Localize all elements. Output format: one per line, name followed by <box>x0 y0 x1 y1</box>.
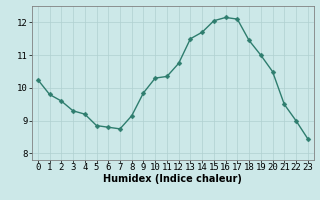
X-axis label: Humidex (Indice chaleur): Humidex (Indice chaleur) <box>103 174 242 184</box>
